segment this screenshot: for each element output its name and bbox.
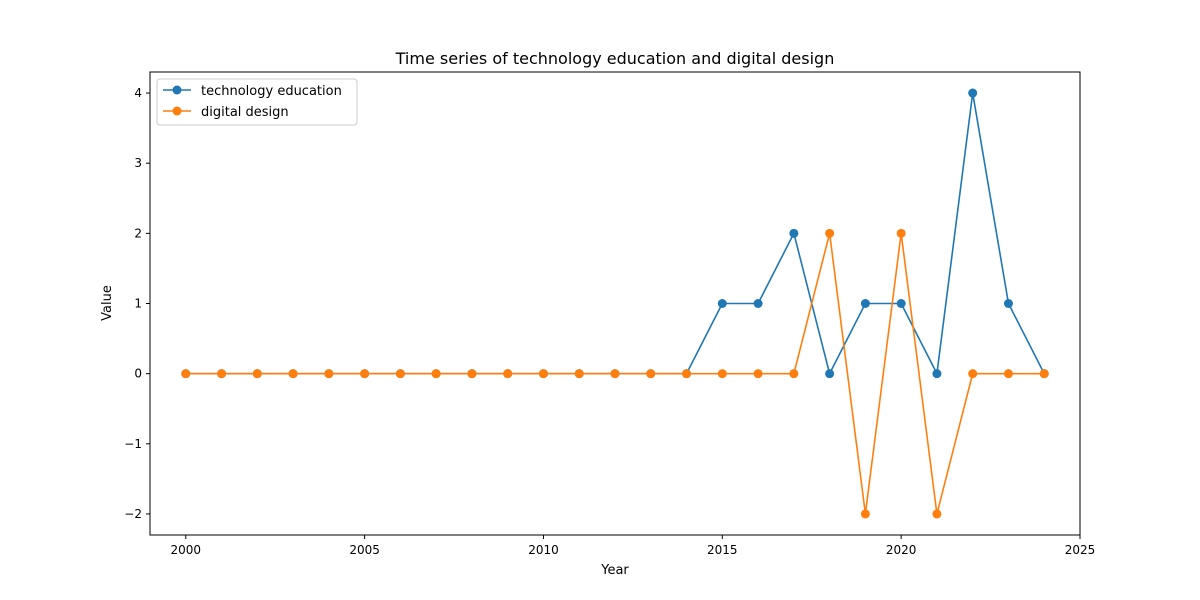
data-point <box>717 299 727 308</box>
series-layer <box>181 88 1049 519</box>
y-axis: −2 −1 0 1 2 3 4 <box>124 86 150 521</box>
y-tick-label: 0 <box>134 367 142 381</box>
data-point <box>789 228 799 238</box>
data-point <box>753 369 763 379</box>
x-tick-label: 2020 <box>886 543 917 557</box>
data-point <box>181 369 191 379</box>
y-tick-label: 2 <box>134 226 142 240</box>
data-point <box>1003 299 1013 308</box>
data-point <box>217 369 227 379</box>
data-point <box>646 369 656 379</box>
x-axis: 2000 2005 2010 2015 2020 2025 <box>170 535 1095 557</box>
series-1 <box>181 88 1049 379</box>
data-point <box>431 369 441 379</box>
data-point <box>968 88 978 98</box>
chart-title: Time series of technology education and … <box>395 49 835 68</box>
y-tick-label: 1 <box>134 297 142 311</box>
data-point <box>896 228 906 238</box>
data-point <box>860 509 870 519</box>
data-point <box>1003 369 1013 379</box>
legend-marker <box>172 106 182 116</box>
legend-box <box>156 78 358 126</box>
data-point <box>932 369 942 379</box>
y-tick-label: −2 <box>124 507 142 521</box>
data-point <box>324 369 334 379</box>
x-tick-label: 2005 <box>349 543 380 557</box>
data-point <box>503 369 513 379</box>
legend-label: digital design <box>201 105 289 120</box>
data-point <box>395 369 405 379</box>
series-line <box>185 92 1045 375</box>
data-point <box>288 369 298 379</box>
data-point <box>610 369 620 379</box>
data-point <box>968 369 978 379</box>
data-point <box>538 369 548 379</box>
data-point <box>717 369 727 379</box>
series-2 <box>181 228 1049 519</box>
legend-label: technology education <box>201 84 342 99</box>
x-tick-label: 2010 <box>528 543 559 557</box>
y-axis-label: Value <box>100 285 115 321</box>
y-tick-label: −1 <box>124 437 142 451</box>
data-point <box>252 369 262 379</box>
x-tick-label: 2025 <box>1065 543 1096 557</box>
data-point <box>825 369 835 379</box>
data-point <box>360 369 370 379</box>
legend-item: digital design <box>163 105 289 120</box>
data-point <box>896 299 906 308</box>
data-point <box>1039 369 1049 379</box>
legend-marker <box>172 85 182 95</box>
data-point <box>753 299 763 308</box>
x-tick-label: 2015 <box>707 543 738 557</box>
data-point <box>682 369 692 379</box>
data-point <box>825 228 835 238</box>
y-tick-label: 4 <box>134 86 142 100</box>
data-point <box>932 509 942 519</box>
x-axis-label: Year <box>600 563 629 578</box>
plot-area-frame <box>149 71 1081 536</box>
x-tick-label: 2000 <box>170 543 201 557</box>
legend-item: technology education <box>163 84 342 99</box>
legend: technology education digital design <box>156 78 358 126</box>
data-point <box>789 369 799 379</box>
data-point <box>860 299 870 308</box>
y-tick-label: 3 <box>134 156 142 170</box>
data-point <box>467 369 477 379</box>
data-point <box>574 369 584 379</box>
